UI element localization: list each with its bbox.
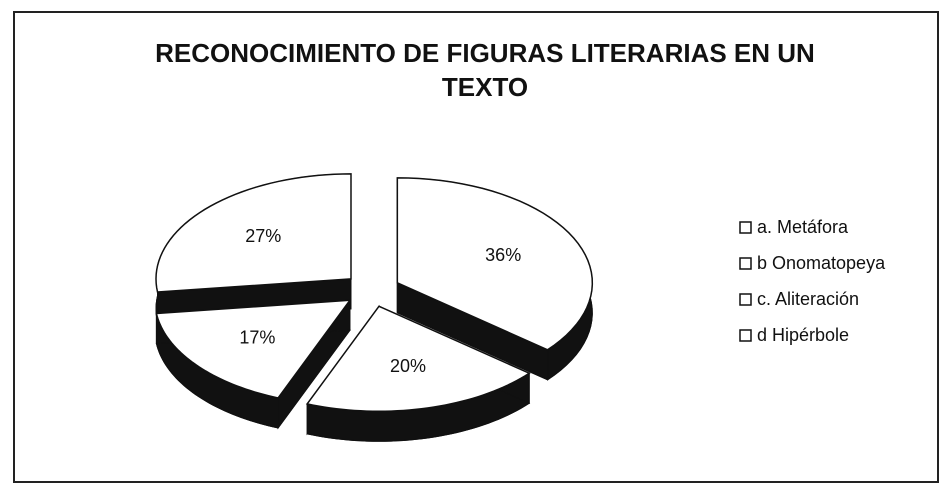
data-label: 27% [245, 226, 281, 246]
legend-swatch [739, 221, 752, 234]
slice [155, 299, 352, 399]
data-label: 36% [485, 245, 521, 265]
data-label: 20% [390, 356, 426, 376]
legend-label: c. Aliteración [757, 289, 859, 309]
legend-label: b Onomatopeya [757, 253, 886, 273]
data-label: 17% [239, 328, 275, 348]
slice [305, 305, 531, 413]
chart-title: RECONOCIMIENTO DE FIGURAS LITERARIAS EN … [155, 38, 815, 102]
legend-swatch [739, 293, 752, 306]
chart-frame [13, 11, 939, 483]
legend-swatch [739, 257, 752, 270]
legend-swatch [739, 329, 752, 342]
legend-label: a. Metáfora [757, 217, 849, 237]
slice [155, 173, 352, 293]
slice [396, 177, 594, 351]
legend-label: d Hipérbole [757, 325, 849, 345]
